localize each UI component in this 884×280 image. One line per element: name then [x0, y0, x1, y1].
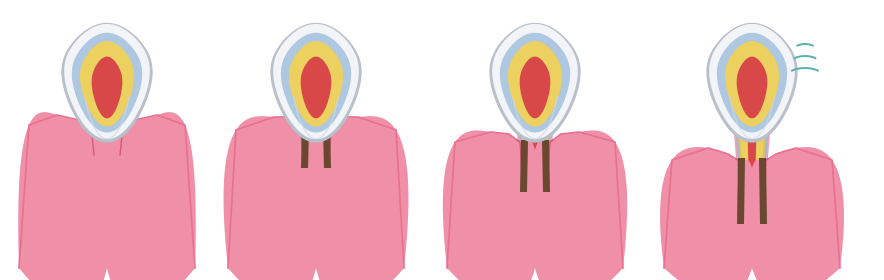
Polygon shape: [302, 134, 330, 259]
Polygon shape: [736, 57, 767, 118]
Polygon shape: [103, 255, 111, 259]
Polygon shape: [72, 33, 142, 132]
Polygon shape: [492, 24, 578, 139]
Polygon shape: [745, 254, 758, 259]
Polygon shape: [534, 253, 537, 254]
Polygon shape: [323, 130, 331, 168]
Polygon shape: [746, 255, 758, 259]
Polygon shape: [453, 170, 617, 268]
Polygon shape: [93, 134, 121, 259]
Polygon shape: [748, 255, 757, 259]
Polygon shape: [707, 23, 797, 142]
Polygon shape: [311, 132, 321, 254]
Polygon shape: [301, 57, 332, 118]
Polygon shape: [298, 134, 334, 259]
Polygon shape: [101, 112, 195, 280]
Polygon shape: [737, 158, 745, 224]
Polygon shape: [508, 41, 562, 127]
Polygon shape: [234, 152, 398, 268]
Polygon shape: [734, 134, 770, 259]
Polygon shape: [102, 255, 112, 259]
Polygon shape: [738, 134, 766, 259]
Polygon shape: [309, 254, 323, 259]
Polygon shape: [751, 253, 753, 254]
Polygon shape: [224, 116, 322, 280]
Polygon shape: [520, 57, 551, 118]
Polygon shape: [530, 255, 540, 259]
Polygon shape: [530, 130, 627, 280]
Polygon shape: [740, 134, 764, 259]
Polygon shape: [281, 33, 351, 132]
Polygon shape: [744, 253, 759, 259]
Polygon shape: [315, 253, 317, 254]
Polygon shape: [490, 23, 580, 142]
Polygon shape: [19, 112, 113, 280]
Polygon shape: [103, 132, 111, 254]
Polygon shape: [311, 255, 321, 259]
Polygon shape: [529, 254, 542, 259]
Polygon shape: [106, 253, 108, 254]
Polygon shape: [660, 147, 758, 280]
Polygon shape: [62, 23, 152, 142]
Polygon shape: [670, 190, 834, 268]
Polygon shape: [521, 134, 549, 259]
Polygon shape: [717, 33, 787, 132]
Polygon shape: [271, 23, 361, 142]
Polygon shape: [523, 134, 547, 259]
Polygon shape: [530, 132, 539, 254]
Polygon shape: [709, 24, 795, 139]
Polygon shape: [519, 134, 551, 259]
Polygon shape: [542, 140, 550, 192]
Polygon shape: [499, 33, 570, 132]
Polygon shape: [520, 140, 528, 192]
Polygon shape: [301, 130, 309, 168]
Polygon shape: [759, 158, 767, 224]
Polygon shape: [300, 134, 332, 259]
Polygon shape: [25, 140, 189, 268]
Polygon shape: [100, 253, 115, 259]
Polygon shape: [304, 134, 328, 259]
Polygon shape: [746, 147, 844, 280]
Polygon shape: [725, 41, 779, 127]
Polygon shape: [289, 41, 343, 127]
Polygon shape: [65, 24, 149, 139]
Polygon shape: [517, 134, 553, 259]
Polygon shape: [95, 134, 119, 259]
Polygon shape: [80, 41, 134, 127]
Polygon shape: [748, 132, 757, 254]
Polygon shape: [443, 130, 541, 280]
Polygon shape: [92, 57, 122, 118]
Polygon shape: [530, 255, 539, 259]
Polygon shape: [91, 134, 123, 259]
Polygon shape: [310, 255, 322, 259]
Polygon shape: [273, 24, 359, 139]
Polygon shape: [101, 254, 113, 259]
Polygon shape: [736, 134, 768, 259]
Polygon shape: [309, 253, 324, 259]
Polygon shape: [528, 253, 543, 259]
Polygon shape: [89, 134, 125, 259]
Polygon shape: [310, 116, 408, 280]
